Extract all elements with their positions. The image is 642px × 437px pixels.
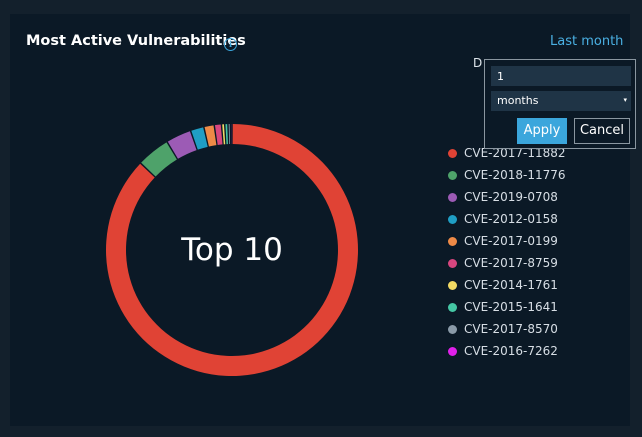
legend-label: CVE-2017-8570 <box>464 322 558 336</box>
range-amount-input[interactable] <box>491 66 631 86</box>
legend-dot-icon <box>448 258 457 268</box>
donut-slice-cve-2015-1641[interactable] <box>225 124 228 145</box>
legend-item[interactable]: CVE-2019-0708 <box>448 186 566 208</box>
legend-label: CVE-2012-0158 <box>464 212 558 226</box>
legend-label: CVE-2014-1761 <box>464 278 558 292</box>
legend-label: CVE-2015-1641 <box>464 300 558 314</box>
chevron-down-icon: ▾ <box>623 96 627 104</box>
time-range-link[interactable]: Last month <box>550 34 624 49</box>
legend-item[interactable]: CVE-2016-7262 <box>448 340 566 362</box>
donut-slice-cve-2017-0199[interactable] <box>204 125 217 147</box>
legend-label: CVE-2018-11776 <box>464 168 566 182</box>
legend-item[interactable]: CVE-2014-1761 <box>448 274 566 296</box>
legend-dot-icon <box>448 346 457 356</box>
donut-slice-cve-2018-11776[interactable] <box>141 142 177 177</box>
legend-label: CVE-2017-11882 <box>464 146 566 160</box>
partially-hidden-label: D <box>473 56 483 70</box>
donut-slice-cve-2019-0708[interactable] <box>167 131 197 159</box>
legend-dot-icon <box>448 324 457 334</box>
legend-item[interactable]: CVE-2017-8570 <box>448 318 566 340</box>
legend-dot-icon <box>448 236 457 246</box>
chart-center-label: Top 10 <box>180 232 283 268</box>
donut-slice-cve-2012-0158[interactable] <box>191 127 208 150</box>
legend-item[interactable]: CVE-2017-8759 <box>448 252 566 274</box>
legend-label: CVE-2017-0199 <box>464 234 558 248</box>
legend-item[interactable]: CVE-2017-0199 <box>448 230 566 252</box>
legend-item[interactable]: CVE-2017-11882 <box>448 142 566 164</box>
date-range-popup: months ▾ Apply Cancel <box>484 59 636 149</box>
legend-label: CVE-2017-8759 <box>464 256 558 270</box>
legend-dot-icon <box>448 214 457 224</box>
range-unit-select[interactable]: months ▾ <box>491 91 631 111</box>
donut-slice-cve-2017-8570[interactable] <box>228 124 230 145</box>
legend-dot-icon <box>448 170 457 180</box>
cancel-button[interactable]: Cancel <box>574 118 630 144</box>
widget-title: Most Active Vulnerabilities <box>26 33 246 49</box>
donut-slice-cve-2017-8759[interactable] <box>214 124 223 145</box>
legend-item[interactable]: CVE-2018-11776 <box>448 164 566 186</box>
apply-button[interactable]: Apply <box>517 118 567 144</box>
legend-label: CVE-2016-7262 <box>464 344 558 358</box>
legend-item[interactable]: CVE-2015-1641 <box>448 296 566 318</box>
legend-dot-icon <box>448 192 457 202</box>
legend-label: CVE-2019-0708 <box>464 190 558 204</box>
legend-item[interactable]: CVE-2012-0158 <box>448 208 566 230</box>
legend-dot-icon <box>448 302 457 312</box>
chart-legend: CVE-2017-11882 CVE-2018-11776 CVE-2019-070… <box>448 142 566 362</box>
info-icon[interactable]: i <box>224 38 237 51</box>
legend-dot-icon <box>448 148 457 158</box>
range-unit-value: months <box>497 94 539 107</box>
legend-dot-icon <box>448 280 457 290</box>
donut-chart: Top 10 <box>106 124 358 376</box>
donut-slice-cve-2014-1761[interactable] <box>222 124 226 145</box>
